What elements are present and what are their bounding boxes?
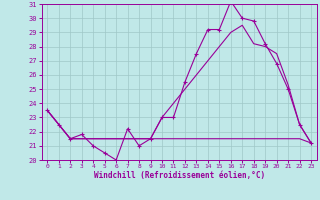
X-axis label: Windchill (Refroidissement éolien,°C): Windchill (Refroidissement éolien,°C) [94,171,265,180]
